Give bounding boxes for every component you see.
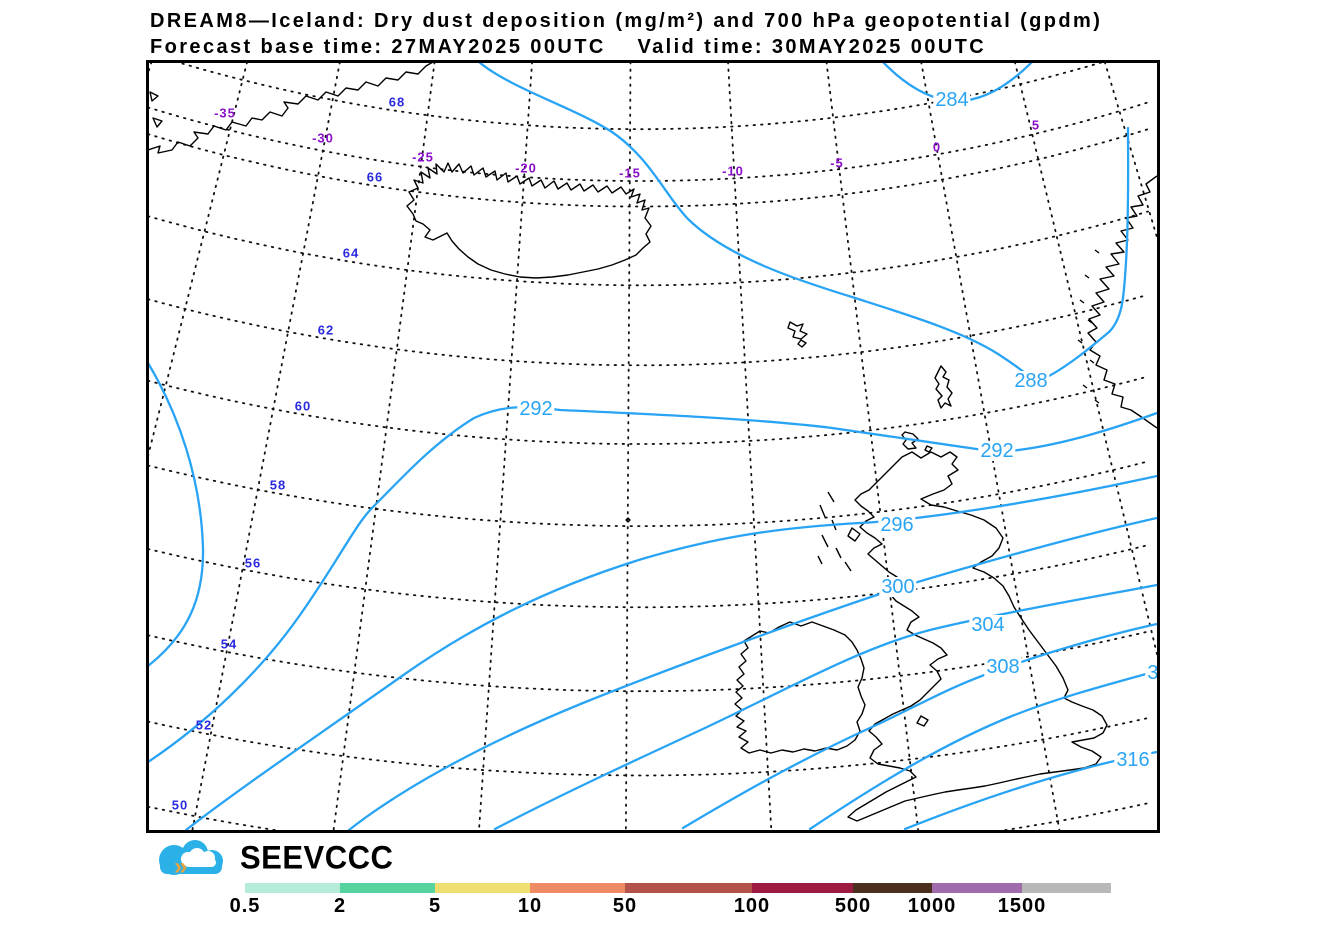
seevccc-cloud-icon: »	[159, 840, 223, 880]
colorbar-segment	[1022, 883, 1111, 893]
longitude-label: -20	[515, 160, 537, 176]
rockall-islet	[625, 517, 631, 523]
map-panel: -35 -30 -25 -20 -15 -10 -5 0 5 68 66 64 62 60 58 56 54 52…	[146, 60, 1160, 833]
greenland-coast	[149, 63, 433, 154]
britain-coast	[847, 451, 1108, 822]
colorbar-segment	[752, 883, 853, 893]
map-canvas: -35 -30 -25 -20 -15 -10 -5 0 5 68 66 64 62 60 58 56 54 52…	[149, 63, 1157, 830]
longitude-label: -5	[830, 155, 844, 171]
contour-label: 312	[1145, 663, 1157, 683]
latitude-label: 56	[244, 555, 262, 571]
latitude-label: 50	[171, 797, 189, 813]
contour-label: 300	[879, 576, 917, 598]
longitude-label: -35	[214, 105, 236, 121]
latitude-label: 58	[269, 477, 287, 493]
contour-304	[493, 583, 1157, 830]
contour-label: 308	[984, 656, 1022, 678]
norway-islets	[1077, 249, 1100, 404]
ireland-coast	[734, 621, 866, 754]
colorbar-segment	[625, 883, 752, 893]
faroe-islands	[787, 321, 808, 340]
norway-coast	[1087, 175, 1157, 429]
latitude-label: 68	[388, 94, 406, 110]
latitude-label: 52	[195, 717, 213, 733]
latitude-label: 54	[220, 636, 238, 652]
seevccc-logo: » SEEVCCC	[148, 836, 393, 880]
greenland-island	[152, 117, 163, 128]
longitude-label: -25	[412, 149, 434, 165]
isle-of-man	[916, 715, 929, 727]
colorbar-tick-label: 10	[517, 895, 543, 917]
colorbar-tick-label: 1000	[907, 895, 957, 917]
orkney-islet	[924, 445, 933, 453]
colorbar-segment	[932, 883, 1022, 893]
colorbar-tick-label: 2	[333, 895, 347, 917]
skye-island	[847, 527, 861, 542]
map-title: DREAM8—Iceland: Dry dust deposition (mg/…	[150, 10, 1103, 32]
map-subtitle: Forecast base time: 27MAY2025 00UTC Vali…	[150, 36, 987, 58]
greenland-island	[149, 91, 159, 102]
longitude-label: 0	[932, 139, 942, 155]
contour-label: 316	[1114, 749, 1152, 771]
colorbar-segment	[530, 883, 625, 893]
contour-288	[478, 63, 1130, 384]
graticule-grid	[149, 63, 1157, 830]
colorbar-segment	[853, 883, 932, 893]
latitude-label: 64	[342, 245, 360, 261]
longitude-label: -10	[722, 163, 744, 179]
title-block: DREAM8—Iceland: Dry dust deposition (mg/…	[150, 8, 1102, 60]
iceland-coast	[406, 162, 652, 279]
colorbar-tick-label: 500	[834, 895, 872, 917]
shetland-islands	[934, 365, 953, 409]
longitude-label: -15	[619, 165, 641, 181]
seevccc-logo-text: SEEVCCC	[240, 839, 394, 876]
contour-288-west	[149, 362, 205, 667]
colorbar-tick-label: 1500	[997, 895, 1047, 917]
longitude-label: 5	[1031, 117, 1041, 133]
contour-296	[184, 474, 1157, 830]
hebrides-islands	[817, 491, 852, 572]
contour-label: 292	[978, 440, 1016, 462]
longitude-label: -30	[312, 130, 334, 146]
colorbar-segment	[340, 883, 435, 893]
contour-300	[347, 516, 1157, 830]
latitude-label: 60	[294, 398, 312, 414]
contour-312	[808, 669, 1157, 830]
colorbar-tick-label: 5	[428, 895, 442, 917]
colorbar-tick-label: 0.5	[229, 895, 261, 917]
contour-308	[681, 622, 1157, 830]
faroe-islands	[797, 339, 807, 348]
contour-label: 288	[1012, 370, 1050, 392]
contour-label: 296	[878, 514, 916, 536]
latitude-label: 66	[366, 169, 384, 185]
contour-label: 292	[517, 398, 555, 420]
colorbar-segment	[245, 883, 340, 893]
contour-label: 304	[969, 614, 1007, 636]
colorbar-segment	[435, 883, 530, 893]
latitude-label: 62	[317, 322, 335, 338]
colorbar-tick-label: 100	[733, 895, 771, 917]
contour-label: 284	[933, 89, 971, 111]
svg-text:»: »	[174, 853, 187, 880]
colorbar-tick-label: 50	[612, 895, 638, 917]
